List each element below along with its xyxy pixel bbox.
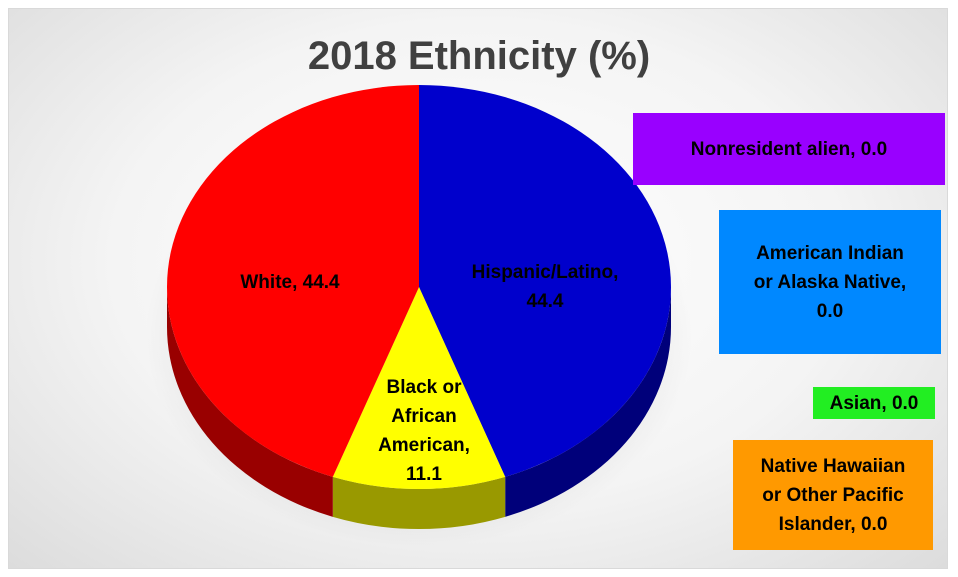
callout-line: Islander, 0.0 <box>778 513 888 535</box>
callout-native-hawaiian-pacific-islander: Native Hawaiian or Other Pacific Islande… <box>733 440 933 550</box>
data-label-black: American, <box>378 435 470 456</box>
data-label-black: 11.1 <box>406 464 442 485</box>
callout-line: American Indian <box>756 242 904 264</box>
callout-line: Asian, 0.0 <box>829 392 919 414</box>
callout-nonresident-alien: Nonresident alien, 0.0 <box>633 113 945 185</box>
pie-slice-hispanic-latino <box>419 85 671 477</box>
data-label-hispanic: 44.4 <box>527 291 564 312</box>
data-label-hispanic: Hispanic/Latino, <box>472 262 619 283</box>
pie-side-hispanic-latino <box>505 287 671 517</box>
pie-side-white <box>167 287 333 517</box>
callout-line: 0.0 <box>816 300 844 322</box>
callout-asian: Asian, 0.0 <box>813 387 935 419</box>
pie-side-black-or-african-american <box>332 476 506 529</box>
data-label-black: African <box>391 406 456 427</box>
callout-line: or Alaska Native, <box>753 271 907 293</box>
callout-american-indian-alaska-native: American Indian or Alaska Native, 0.0 <box>719 210 941 354</box>
data-label-white: White, 44.4 <box>240 272 340 293</box>
chart-title: 2018 Ethnicity (%) <box>307 34 651 78</box>
pie-slice-white <box>167 85 419 477</box>
callout-line: or Other Pacific <box>762 484 904 506</box>
pie-slice-black-or-african-american <box>332 287 506 489</box>
callout-line: Native Hawaiian <box>760 455 906 477</box>
callout-line: Nonresident alien, 0.0 <box>690 138 888 160</box>
data-label-black: Black or <box>387 377 463 398</box>
